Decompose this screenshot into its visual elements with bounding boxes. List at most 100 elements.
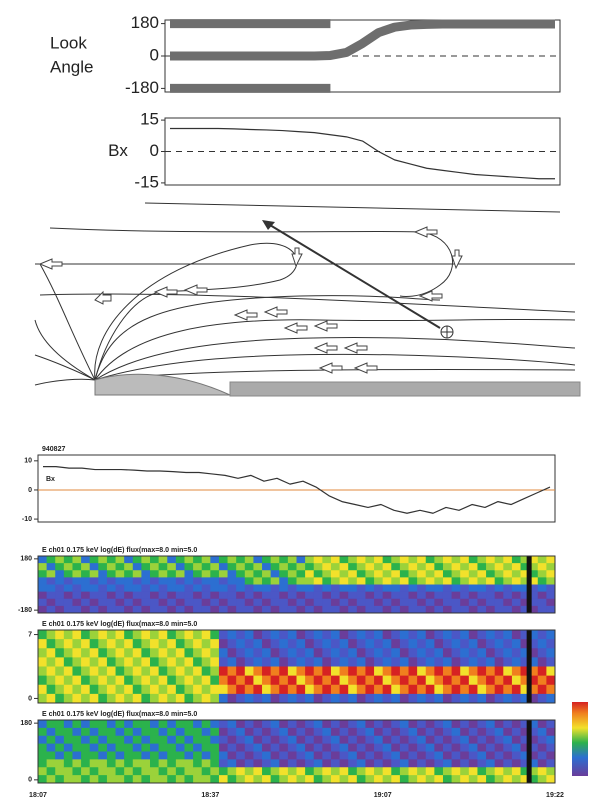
spectrogram-cell [330, 727, 341, 737]
spectrogram-cell [150, 720, 160, 729]
y-tick-label: -10 [22, 516, 32, 523]
spectrogram-cell [417, 556, 427, 564]
spectrogram-cell [193, 591, 203, 600]
spectrogram-cell [529, 563, 539, 571]
spectrogram-cell [141, 735, 151, 745]
spectrogram-cell [227, 598, 237, 607]
spectrogram-cell [486, 584, 496, 593]
spectrogram-cell [365, 759, 375, 768]
spectrogram-cell [546, 598, 556, 607]
spectrogram-cell [262, 639, 272, 649]
spectrogram-cell [365, 570, 375, 578]
spectrogram-cell [81, 591, 91, 600]
spectrogram-cell [313, 666, 323, 677]
spectrogram-cell [460, 727, 470, 737]
spectrogram-cell [115, 720, 125, 729]
spectrogram-cell [262, 591, 272, 600]
spectrogram-cell [193, 630, 203, 640]
spectrogram-cell [210, 675, 220, 686]
spectrogram-cell [399, 598, 410, 607]
spectrogram-cell [167, 584, 177, 593]
spectrogram-cell [270, 720, 280, 729]
spectrogram-cell [167, 657, 177, 667]
spectrogram-cell [330, 648, 341, 658]
spectrogram-cell [150, 639, 160, 649]
spectrogram-cell [305, 570, 315, 578]
spectrogram-cell [529, 759, 539, 768]
spectrogram-cell [253, 556, 263, 564]
spectrogram-cell [305, 693, 315, 704]
spectrogram-cell [477, 666, 487, 677]
spectrogram-cell [382, 570, 392, 578]
spectrogram-cell [287, 720, 297, 729]
spectrogram-cell [98, 727, 108, 737]
panel-title: E ch01 0.175 keV log(dE) flux(max=8.0 mi… [42, 547, 197, 554]
spectrogram-cell [167, 743, 177, 752]
spectrogram-cell [253, 584, 263, 593]
spectrogram-cell [365, 605, 375, 614]
spectrogram-cell [158, 675, 168, 686]
spectrogram-cell [175, 767, 185, 776]
spectrogram-cell [270, 735, 280, 745]
spectrogram-cell [287, 591, 297, 600]
spectrogram-cell [322, 570, 332, 578]
spectrogram-cell [262, 735, 272, 745]
spectrogram-cell [270, 767, 280, 776]
spectrogram-cell [201, 584, 211, 593]
spectrogram-cell [89, 598, 99, 607]
spectrogram-cell [520, 648, 530, 658]
spectrogram-cell [236, 684, 246, 695]
spectrogram-cell [210, 577, 220, 585]
spectrogram-cell [279, 598, 289, 607]
spectrogram-cell [529, 693, 539, 704]
spectrogram-cell [132, 639, 142, 649]
spectrogram-cell [408, 577, 418, 585]
spectrogram-cell [193, 684, 203, 695]
spectrogram-cell [132, 570, 142, 578]
spectrogram-cell [391, 759, 401, 768]
spectrogram-cell [296, 767, 306, 776]
spectrogram-cell [106, 630, 117, 640]
spectrogram-cell [115, 648, 125, 658]
spectrogram-cell [537, 639, 547, 649]
spectrogram-cell [253, 743, 263, 752]
spectrogram-cell [442, 720, 453, 729]
spectrogram-cell [425, 605, 435, 614]
spectrogram-cell [365, 639, 375, 649]
spectrogram-cell [72, 720, 82, 729]
spectrogram-cell [115, 675, 125, 686]
spectrogram-cell [417, 767, 427, 776]
spectrogram-cell [399, 563, 410, 571]
spectrogram-cell [365, 563, 375, 571]
spectrogram-cell [546, 584, 556, 593]
spectrogram-cell [442, 570, 453, 578]
spectrogram-cell [38, 767, 48, 776]
spectrogram-cell [494, 577, 504, 585]
spectrogram-cell [391, 684, 401, 695]
spectrogram-cell [520, 720, 530, 729]
spectrogram-cell [227, 556, 237, 564]
spectrogram-cell [382, 735, 392, 745]
spectrogram-cell [132, 563, 142, 571]
spectrogram-cell [408, 759, 418, 768]
spectrogram-cell [63, 751, 73, 760]
spectrogram-cell [63, 570, 73, 578]
spectrogram-cell [63, 767, 73, 776]
spectrogram-cell [124, 751, 134, 760]
spectrogram-cell [262, 759, 272, 768]
spectrogram-cell [425, 630, 435, 640]
spectrogram-cell [494, 605, 504, 614]
spectrogram-cell [106, 584, 117, 593]
spectrogram-cell [244, 751, 254, 760]
spectrogram-cell [546, 591, 556, 600]
spectrogram-cell [296, 666, 306, 677]
spectrogram-cell [184, 720, 194, 729]
spectrogram-cell [468, 684, 478, 695]
spectrogram-cell [529, 648, 539, 658]
spectrogram-cell [227, 720, 237, 729]
spectrogram-cell [63, 693, 73, 704]
spectrogram-cell [72, 648, 82, 658]
spectrogram-cell [124, 648, 134, 658]
spectrogram-cell [425, 639, 435, 649]
spectrogram-cell [98, 639, 108, 649]
